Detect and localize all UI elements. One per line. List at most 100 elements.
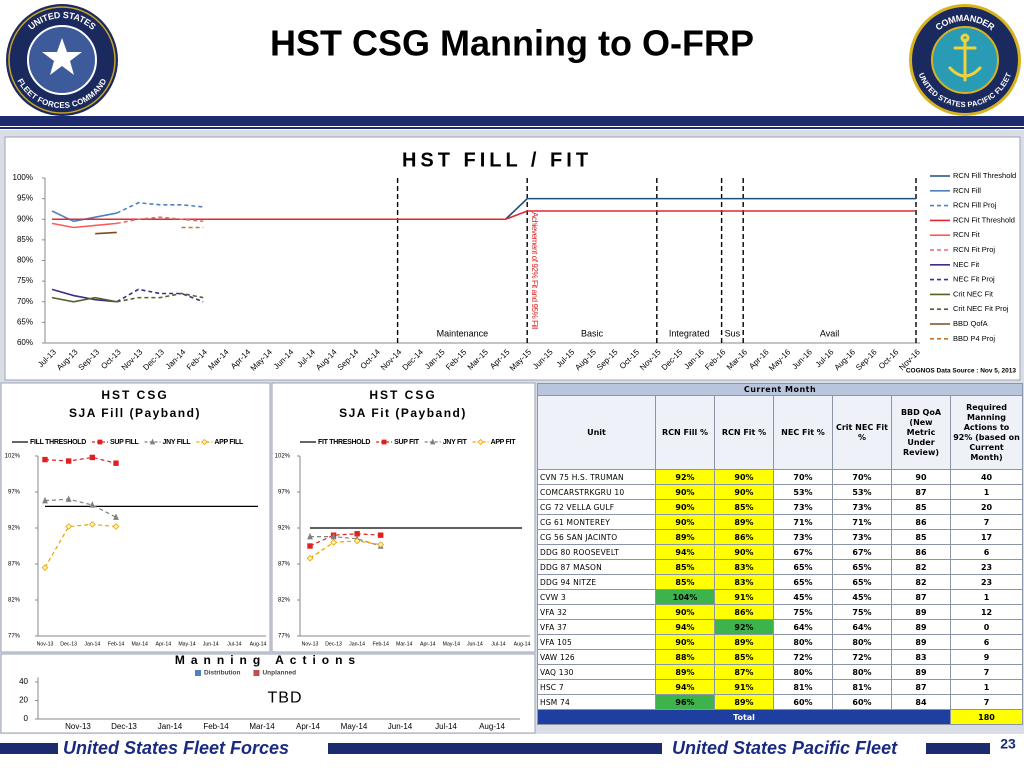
column-header: Crit NEC Fit %: [832, 395, 892, 470]
left-logo: UNITED STATES FLEET FORCES COMMAND: [6, 4, 118, 116]
table-row: CVN 75 H.S. TRUMAN 92% 90% 70% 70% 90 40: [537, 469, 1024, 485]
legend-label: SUP FIT: [394, 439, 420, 446]
anchor-ring: [960, 33, 970, 43]
series-line: [309, 540, 381, 559]
point-marker: [65, 495, 72, 502]
series-line: [44, 523, 117, 568]
unit-cell: VAQ 130: [537, 664, 656, 680]
table-cell: 87: [891, 589, 951, 605]
legend-label: Crit NEC Fit: [953, 289, 994, 298]
table-cell: 1: [949, 484, 1024, 500]
slide-title: HST CSG Manning to O-FRP: [270, 23, 754, 64]
table-cell: 70%: [832, 469, 892, 485]
point-marker: [89, 454, 96, 461]
table-cell: 89: [891, 619, 951, 635]
point-marker: [149, 438, 156, 445]
point-marker: [377, 532, 384, 538]
table-cell: 81%: [773, 679, 833, 695]
x-tick-label: Jan-14: [158, 722, 183, 731]
table-cell: 23: [949, 559, 1024, 575]
series-line: [309, 533, 381, 547]
table-cell: 80%: [832, 634, 892, 650]
table-cell: 9: [949, 649, 1024, 665]
table-cell: 94%: [655, 679, 715, 695]
chart-title: HST FILL / FIT: [402, 149, 592, 171]
y-tick-label: 60%: [17, 338, 33, 347]
table-row: VFA 37 94% 92% 64% 64% 89 0: [537, 619, 1024, 635]
table-cell: 90%: [655, 499, 715, 515]
series-line: [51, 288, 117, 303]
table-cell: 88%: [655, 649, 715, 665]
table-row: VAQ 130 89% 87% 80% 80% 89 7: [537, 664, 1024, 680]
x-tick-label: Mar-14: [396, 641, 413, 647]
point-marker: [430, 438, 436, 445]
x-tick-label: Mar-14: [131, 641, 148, 647]
legend-label: NEC Fit Proj: [953, 275, 995, 284]
table-cell: 85: [891, 499, 951, 515]
table-row: DDG 80 ROOSEVELT 94% 90% 67% 67% 86 6: [537, 544, 1024, 560]
chart-subtitle: SJA Fill (Payband): [69, 406, 201, 420]
y-tick-label: 77%: [278, 634, 291, 640]
legend-label: JNY FILL: [163, 439, 192, 446]
unit-cell: DDG 94 NITZE: [537, 574, 656, 590]
point-marker: [477, 438, 484, 446]
legend-label: RCN Fit: [953, 230, 981, 239]
table-cell: 87%: [714, 664, 774, 680]
unit-cell: VFA 105: [537, 634, 656, 650]
point-marker: [113, 513, 119, 520]
phase-label: Sus: [725, 328, 741, 338]
table-cell: 53%: [832, 484, 892, 500]
table-cell: 75%: [832, 604, 892, 620]
point-marker: [330, 539, 337, 546]
y-tick-label: 40: [19, 677, 28, 686]
annotation: Achievement of 92% Fit and 95% Fill: [530, 212, 539, 329]
phase-label: Integrated: [669, 328, 710, 338]
point-marker: [42, 456, 48, 463]
table-cell: 12: [949, 604, 1024, 620]
series-line: [51, 296, 117, 303]
series-line: [116, 201, 204, 214]
table-cell: 86: [891, 514, 951, 530]
table-cell: 40: [949, 469, 1024, 485]
series-line: [116, 216, 204, 225]
fill-chart-panel: [0, 382, 271, 653]
unit-cell: CG 56 SAN JACINTO: [537, 529, 656, 545]
point-marker: [65, 458, 72, 464]
point-marker: [377, 541, 385, 548]
logo-anchor: [948, 33, 982, 82]
column-header: Required Manning Actions to 92% (based o…: [949, 395, 1024, 470]
x-tick-label: Apr-14: [156, 641, 172, 647]
legend-label: RCN Fit Threshold: [953, 215, 1015, 224]
table-cell: 86%: [714, 604, 774, 620]
main-chart-panel: [4, 136, 1021, 381]
table-cell: 86%: [714, 529, 774, 545]
y-tick-label: 0: [24, 714, 29, 723]
table-cell: 0: [949, 619, 1024, 635]
x-tick-label: Jul-14: [435, 722, 457, 731]
footer-right: United States Pacific Fleet: [672, 738, 898, 758]
point-marker: [65, 523, 73, 530]
table-cell: 73%: [832, 529, 892, 545]
table-row: CVW 3 104% 91% 45% 45% 87 1: [537, 589, 1024, 605]
table-cell: 6: [949, 544, 1024, 560]
legend-label: Crit NEC Fit Proj: [953, 304, 1009, 313]
y-tick-label: 92%: [278, 526, 291, 532]
legend-label: APP FILL: [214, 439, 244, 446]
table-cell: 75%: [773, 604, 833, 620]
y-tick-label: 92%: [8, 526, 21, 532]
anchor-arms: [948, 66, 982, 78]
table-row: CG 56 SAN JACINTO 89% 86% 73% 73% 85 17: [537, 529, 1024, 545]
table-cell: 73%: [773, 529, 833, 545]
table-cell: 85%: [714, 499, 774, 515]
footer-band: [0, 743, 58, 754]
x-tick-label: Jan-14: [349, 641, 365, 647]
column-header: NEC Fit %: [773, 395, 833, 470]
table-cell: 1: [949, 589, 1024, 605]
table-cell: 82: [891, 559, 951, 575]
right-logo: COMMANDER UNITED STATES PACIFIC FLEET: [909, 4, 1021, 116]
source-note: COGNOS Data Source : Nov 5, 2013: [906, 368, 1017, 375]
x-tick-label: Jul-14: [227, 641, 241, 647]
table-cell: 90%: [714, 469, 774, 485]
point-marker: [97, 439, 103, 445]
